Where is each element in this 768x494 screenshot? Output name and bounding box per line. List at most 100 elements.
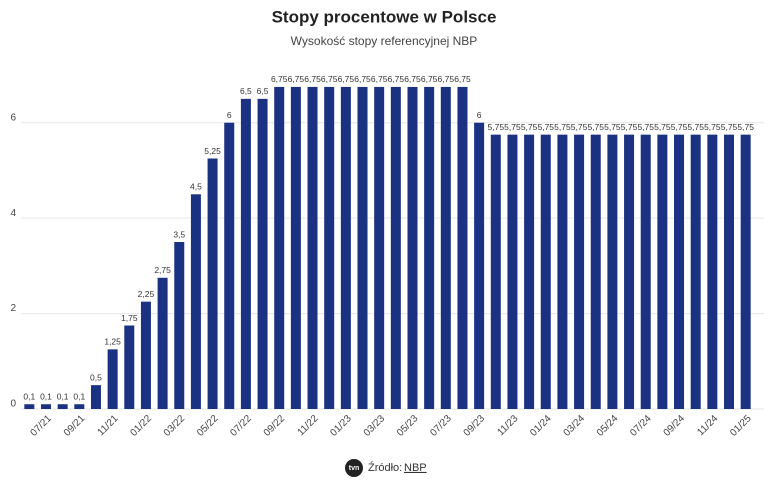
value-label: 5,75 (537, 122, 554, 132)
x-tick-label: 05/22 (195, 413, 221, 439)
value-label: 6,5 (240, 86, 252, 96)
bar (607, 134, 618, 409)
value-label: 5,75 (721, 122, 738, 132)
x-tick-label: 01/22 (128, 413, 154, 439)
value-label: 5,75 (488, 122, 505, 132)
value-label: 1,25 (104, 337, 121, 347)
x-tick-label: 03/22 (162, 413, 188, 439)
bar (524, 134, 535, 409)
bar (190, 194, 201, 409)
bar (440, 86, 451, 409)
value-label: 6,75 (271, 74, 288, 84)
value-label: 3,5 (173, 229, 185, 239)
x-tick-label: 03/24 (562, 413, 588, 439)
value-label: 5,75 (571, 122, 588, 132)
source-label: Źródło: (368, 461, 402, 474)
bar (624, 134, 635, 409)
x-tick-label: 03/23 (362, 413, 388, 439)
x-tick-label: 09/22 (262, 413, 288, 439)
bar (424, 86, 435, 409)
bar (207, 158, 218, 409)
bar (507, 134, 518, 409)
x-tick-label: 09/23 (462, 413, 488, 439)
bar (290, 86, 301, 409)
bar (157, 277, 168, 409)
value-label: 5,75 (621, 122, 638, 132)
value-label: 2,25 (138, 289, 155, 299)
bar (574, 134, 585, 409)
value-label: 5,75 (521, 122, 538, 132)
bar (407, 86, 418, 409)
value-label: 5,75 (604, 122, 621, 132)
value-label: 6,75 (338, 74, 355, 84)
value-label: 6,5 (257, 86, 269, 96)
bar (357, 86, 368, 409)
bar (307, 86, 318, 409)
bar (640, 134, 651, 409)
bar (590, 134, 601, 409)
value-label: 6,75 (438, 74, 455, 84)
x-tick-label: 09/21 (62, 413, 88, 439)
value-label: 5,25 (204, 146, 221, 156)
x-tick-label: 11/23 (495, 413, 520, 438)
value-label: 1,75 (121, 313, 138, 323)
bar (740, 134, 751, 409)
value-label: 2,75 (154, 265, 171, 275)
value-label: 4,5 (190, 182, 202, 192)
value-label: 6,75 (421, 74, 438, 84)
bar (557, 134, 568, 409)
value-label: 0,1 (40, 391, 52, 401)
bar (74, 404, 85, 409)
value-label: 0,1 (73, 391, 85, 401)
x-tick-label: 09/24 (662, 413, 688, 439)
bar (224, 122, 235, 409)
bar (374, 86, 385, 409)
bar (340, 86, 351, 409)
value-label: 6,75 (354, 74, 371, 84)
value-label: 6,75 (388, 74, 405, 84)
value-label: 6,75 (321, 74, 338, 84)
value-label: 5,75 (554, 122, 571, 132)
chart-title: Stopy procentowe w Polsce (272, 7, 497, 26)
bar (390, 86, 401, 409)
y-tick-label: 6 (10, 112, 16, 123)
logo-icon (345, 459, 363, 477)
bar (124, 325, 135, 409)
value-label: 6,75 (454, 74, 471, 84)
value-label: 5,75 (704, 122, 721, 132)
bar (40, 404, 51, 409)
value-label: 6,75 (288, 74, 305, 84)
bar (24, 404, 35, 409)
value-label: 6 (477, 110, 482, 120)
source-link[interactable]: NBP (404, 462, 427, 474)
bar (657, 134, 668, 409)
x-tick-label: 01/24 (528, 413, 554, 439)
value-label: 0,1 (57, 391, 69, 401)
x-tick-label: 11/24 (695, 413, 720, 438)
x-tick-label: 05/23 (395, 413, 421, 439)
value-label: 6,75 (404, 74, 421, 84)
bar (140, 301, 151, 409)
x-tick-label: 07/24 (628, 413, 654, 439)
value-label: 0,5 (90, 372, 102, 382)
y-tick-label: 0 (10, 399, 16, 410)
bar (107, 349, 118, 409)
x-tick-label: 07/23 (428, 413, 454, 439)
bar (490, 134, 501, 409)
bar (707, 134, 718, 409)
value-label: 5,75 (687, 122, 704, 132)
y-tick-label: 2 (10, 303, 16, 314)
value-label: 5,75 (737, 122, 754, 132)
value-label: 5,75 (504, 122, 521, 132)
value-label: 6,75 (304, 74, 321, 84)
bar (474, 122, 485, 409)
x-tick-label: 07/22 (228, 413, 254, 439)
bar (324, 86, 335, 409)
bar (274, 86, 285, 409)
value-label: 0,1 (23, 391, 35, 401)
x-tick-label: 01/23 (328, 413, 354, 439)
bar (57, 404, 68, 409)
bar (457, 86, 468, 409)
value-label: 5,75 (637, 122, 654, 132)
